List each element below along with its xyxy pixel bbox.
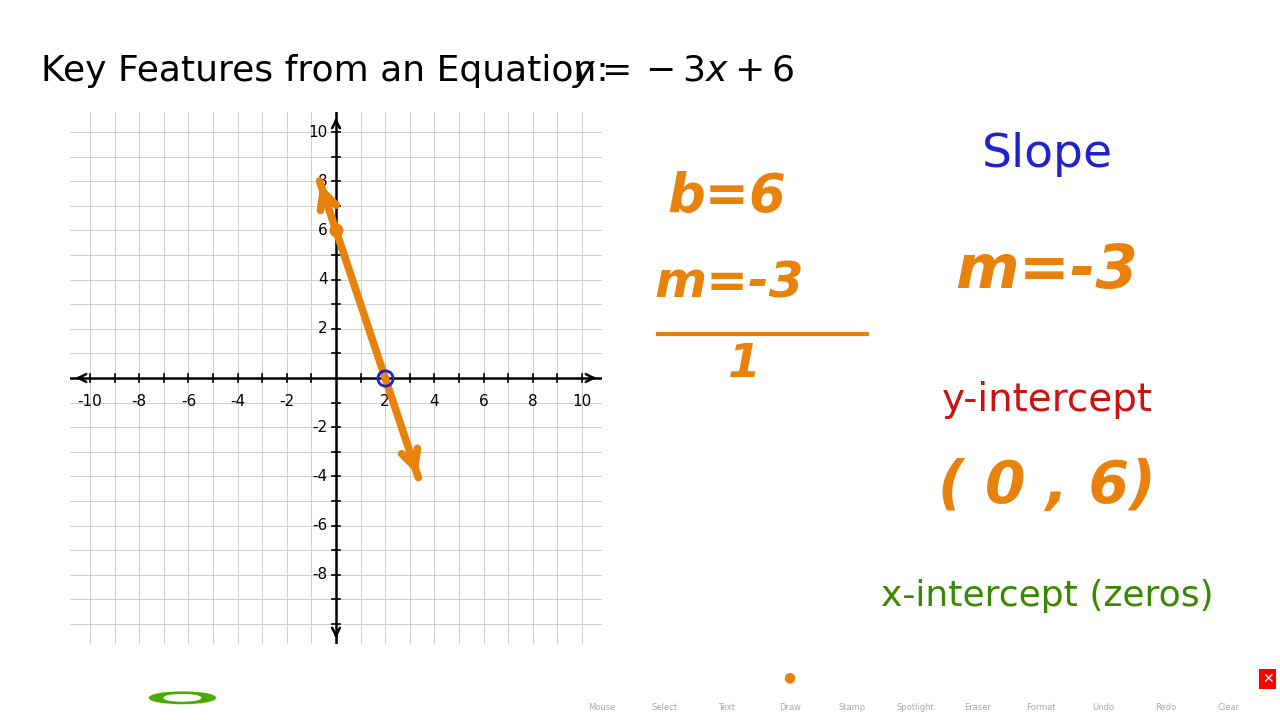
Circle shape	[150, 692, 215, 703]
Text: ●: ●	[595, 670, 608, 684]
Text: Key Features from an Equation:: Key Features from an Equation:	[41, 55, 631, 89]
Text: -10: -10	[78, 394, 102, 409]
Text: y-intercept: y-intercept	[942, 380, 1152, 418]
Text: 2: 2	[317, 321, 328, 336]
Text: Slope: Slope	[982, 132, 1112, 177]
Text: Format: Format	[1025, 703, 1056, 712]
Text: -8: -8	[132, 394, 147, 409]
Text: ●: ●	[1222, 670, 1235, 684]
Text: ●: ●	[909, 670, 922, 684]
Text: $y = -3x + 6$: $y = -3x + 6$	[572, 53, 794, 90]
Text: ●: ●	[783, 670, 796, 684]
Text: RECORDED WITH: RECORDED WITH	[29, 666, 115, 675]
Text: Draw: Draw	[778, 703, 801, 712]
Text: -4: -4	[312, 469, 328, 484]
Text: -2: -2	[279, 394, 294, 409]
Text: -2: -2	[312, 420, 328, 435]
Circle shape	[132, 689, 233, 707]
Text: m=-3: m=-3	[956, 243, 1138, 302]
Text: ●: ●	[658, 670, 671, 684]
Text: Select: Select	[652, 703, 677, 712]
Text: Clear: Clear	[1217, 703, 1240, 712]
Text: ■  Stop Share: ■ Stop Share	[484, 685, 572, 695]
Text: Undo: Undo	[1092, 703, 1115, 712]
Text: 8: 8	[317, 174, 328, 189]
Text: Spotlight: Spotlight	[896, 703, 934, 712]
Text: -6: -6	[312, 518, 328, 533]
Text: 6: 6	[479, 394, 489, 409]
Text: -8: -8	[312, 567, 328, 582]
Text: ( 0 , 6): ( 0 , 6)	[938, 458, 1156, 515]
Text: Mouse: Mouse	[588, 703, 616, 712]
Text: x-intercept (zeros): x-intercept (zeros)	[881, 580, 1213, 613]
Text: ●: ●	[1034, 670, 1047, 684]
Text: 10: 10	[572, 394, 591, 409]
Text: 6: 6	[317, 223, 328, 238]
Text: m=-3: m=-3	[654, 259, 804, 307]
Text: Text: Text	[718, 703, 736, 712]
Text: ✕: ✕	[1262, 672, 1274, 686]
Text: SCREENCAST: SCREENCAST	[12, 690, 143, 708]
Text: 10: 10	[308, 125, 328, 140]
Text: -6: -6	[180, 394, 196, 409]
Text: 2: 2	[380, 394, 390, 409]
Text: ●: ●	[1160, 670, 1172, 684]
Text: ●: ●	[972, 670, 984, 684]
Text: ●: ●	[846, 670, 859, 684]
Text: -4: -4	[230, 394, 246, 409]
Text: Redo: Redo	[1156, 703, 1176, 712]
Text: 8: 8	[527, 394, 538, 409]
Circle shape	[164, 695, 201, 701]
Text: You are screen sharing: You are screen sharing	[384, 682, 526, 695]
Text: MATIC: MATIC	[219, 690, 282, 708]
Text: Stamp: Stamp	[838, 703, 867, 712]
Text: Eraser: Eraser	[964, 703, 992, 712]
Text: b=6: b=6	[668, 171, 786, 222]
Text: 4: 4	[430, 394, 439, 409]
Text: ●: ●	[1097, 670, 1110, 684]
Text: 4: 4	[317, 272, 328, 287]
Text: ●: ●	[721, 670, 733, 684]
Text: 1: 1	[727, 342, 760, 387]
